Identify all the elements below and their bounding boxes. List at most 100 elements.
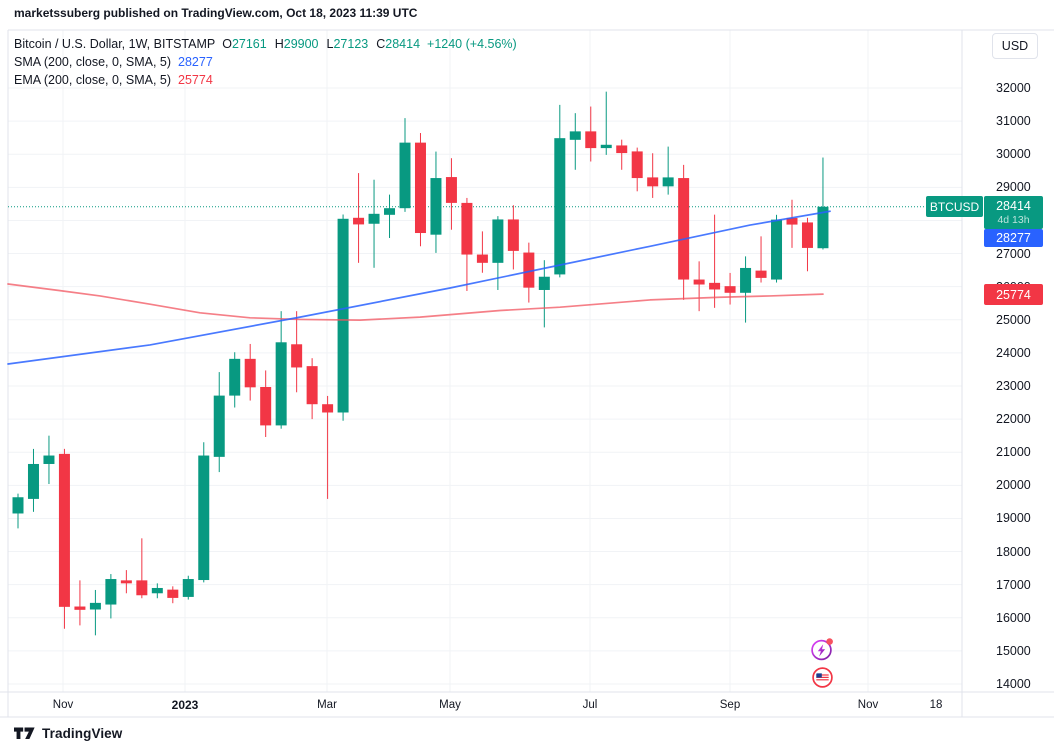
gridlines	[8, 30, 962, 692]
candle[interactable]	[554, 104, 566, 278]
candle[interactable]	[43, 435, 55, 485]
candle[interactable]	[786, 199, 798, 248]
candle[interactable]	[58, 448, 70, 629]
price-tick: 31000	[996, 114, 1031, 129]
candle[interactable]	[182, 575, 194, 600]
date-tick: Jul	[582, 698, 598, 711]
candle[interactable]	[151, 583, 163, 599]
price-axis[interactable]: 3200031000300002900028000270002600025000…	[963, 0, 1054, 692]
candle[interactable]	[337, 214, 349, 421]
ohlc-o: O27161	[222, 37, 267, 51]
candle[interactable]	[399, 118, 411, 212]
candle[interactable]	[368, 179, 380, 268]
ema-line	[7, 283, 824, 321]
candle[interactable]	[74, 580, 86, 626]
candle[interactable]	[12, 493, 24, 529]
date-axis[interactable]: Nov 2023 Mar May Jul Sep Nov 18	[0, 692, 1054, 717]
date-tick: Nov	[857, 698, 879, 711]
candles-series[interactable]	[12, 91, 829, 636]
candle[interactable]	[167, 586, 179, 604]
candle[interactable]	[244, 343, 256, 401]
candle[interactable]	[306, 358, 318, 420]
sma-indicator-label[interactable]: SMA (200, close, 0, SMA, 5)	[14, 55, 172, 69]
ohlc-h: H29900	[274, 37, 319, 51]
price-tick: 16000	[996, 610, 1031, 625]
candle[interactable]	[600, 91, 612, 155]
price-tick: 19000	[996, 511, 1031, 526]
chart-legend: Bitcoin / U.S. Dollar, 1W, BITSTAMP O271…	[14, 35, 517, 89]
candle[interactable]	[260, 370, 272, 437]
candle[interactable]	[538, 260, 550, 328]
tradingview-logo-icon	[14, 727, 35, 739]
date-tick: 18	[929, 698, 943, 711]
candle[interactable]	[616, 139, 628, 170]
price-tick: 25000	[996, 312, 1031, 327]
price-tick: 23000	[996, 379, 1031, 393]
candle[interactable]	[523, 242, 535, 303]
candle[interactable]	[569, 113, 581, 170]
publish-header: marketssuberg published on TradingView.c…	[14, 6, 417, 20]
sma-indicator-value: 28277	[178, 55, 213, 69]
symbol-title[interactable]: Bitcoin / U.S. Dollar, 1W, BITSTAMP	[14, 37, 216, 51]
attribution-text: TradingView	[42, 726, 123, 741]
candle[interactable]	[414, 133, 426, 247]
candle[interactable]	[771, 214, 783, 283]
currency-toggle-button[interactable]: USD	[992, 33, 1038, 59]
ema-indicator-label[interactable]: EMA (200, close, 0, SMA, 5)	[14, 73, 172, 87]
price-tick: 18000	[996, 544, 1031, 559]
lightning-bolt-event-icon[interactable]	[809, 636, 836, 663]
candle[interactable]	[445, 158, 457, 230]
candle[interactable]	[353, 173, 365, 263]
candle[interactable]	[585, 106, 597, 162]
bar-countdown: 4d 13h	[997, 213, 1030, 226]
ema-price-label: 25774	[984, 284, 1043, 305]
candle[interactable]	[693, 261, 705, 312]
candle[interactable]	[507, 205, 519, 270]
candle[interactable]	[322, 395, 334, 499]
candle[interactable]	[27, 448, 39, 512]
price-tick: 32000	[996, 81, 1031, 95]
candle[interactable]	[120, 570, 132, 594]
price-tick: 22000	[996, 412, 1031, 427]
candle[interactable]	[384, 194, 396, 238]
date-tick: Sep	[719, 698, 741, 711]
candle[interactable]	[275, 311, 287, 429]
price-tick: 21000	[996, 445, 1031, 460]
candle[interactable]	[198, 442, 210, 583]
candle[interactable]	[755, 236, 767, 283]
candle[interactable]	[724, 272, 736, 305]
candle[interactable]	[817, 157, 829, 250]
sma-line	[7, 210, 831, 365]
candle[interactable]	[136, 538, 148, 599]
candle[interactable]	[476, 231, 488, 273]
attribution[interactable]: TradingView	[14, 726, 122, 741]
date-tick: 2023	[171, 697, 199, 712]
candle[interactable]	[229, 352, 241, 408]
ohlc-values: O27161 H29900 L27123 C28414	[222, 35, 420, 53]
candle[interactable]	[740, 256, 752, 323]
candle[interactable]	[105, 574, 117, 619]
price-tick: 15000	[996, 643, 1031, 658]
us-flag-economic-event-icon[interactable]	[810, 665, 835, 690]
price-tick: 29000	[996, 180, 1031, 195]
candle[interactable]	[291, 311, 303, 393]
candle[interactable]	[631, 147, 643, 192]
candle[interactable]	[662, 146, 674, 195]
candle[interactable]	[430, 151, 442, 253]
candle[interactable]	[89, 589, 101, 636]
date-tick: Nov	[52, 698, 74, 711]
price-tick: 20000	[996, 478, 1031, 493]
candle[interactable]	[709, 214, 721, 308]
chart-borders	[0, 29, 1054, 718]
candle[interactable]	[213, 372, 225, 473]
candle[interactable]	[461, 197, 473, 291]
candle[interactable]	[678, 164, 690, 300]
price-tick: 14000	[996, 677, 1031, 691]
candle[interactable]	[801, 217, 813, 272]
symbol-price-line-tag: BTCUSD	[926, 196, 983, 217]
ohlc-l: L27123	[326, 37, 369, 51]
symbol-legend-row: Bitcoin / U.S. Dollar, 1W, BITSTAMP O271…	[14, 35, 517, 53]
candle[interactable]	[647, 153, 659, 198]
